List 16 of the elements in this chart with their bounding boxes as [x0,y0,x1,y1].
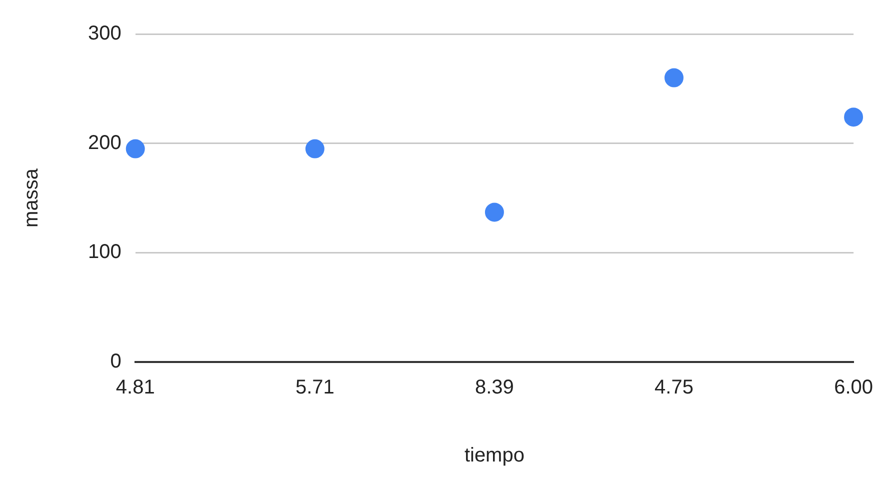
x-tick-label: 5.71 [295,376,334,399]
y-tick-label: 0 [110,350,122,373]
y-axis-title: massa [20,168,43,228]
point [126,139,145,158]
x-tick-label: 8.39 [474,376,514,399]
x-tick-label: 4.81 [116,376,155,399]
x-axis-title: tiempo [464,444,524,467]
x-tick-label: 4.75 [654,376,694,399]
y-tick-label: 200 [88,132,122,154]
point [844,108,864,127]
y-tick-label: 300 [88,22,122,45]
point [484,202,504,222]
point [305,139,324,158]
point [664,68,684,88]
x-tick-label: 6.00 [834,376,874,399]
y-tick-label: 100 [88,241,122,264]
